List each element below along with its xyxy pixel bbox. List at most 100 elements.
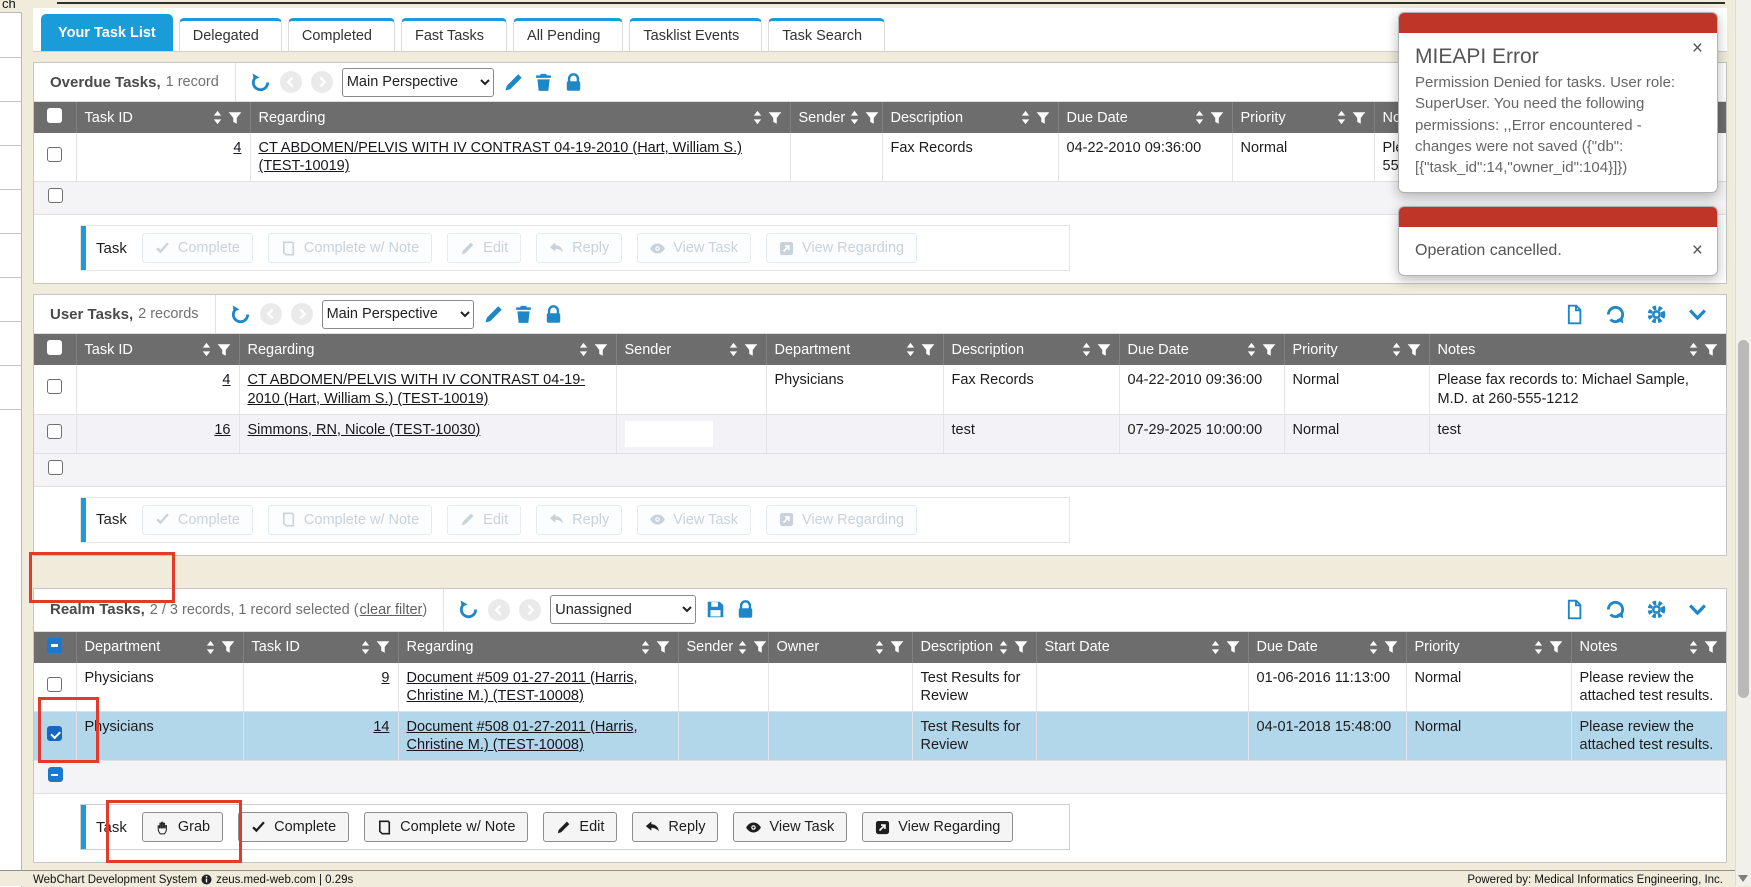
sort-icon[interactable] — [1688, 342, 1699, 357]
delete-perspective-icon[interactable] — [533, 72, 554, 93]
vertical-scrollbar[interactable] — [1735, 0, 1751, 886]
select-all-checkbox[interactable] — [47, 108, 63, 123]
sender-inline-input[interactable] — [624, 420, 713, 447]
column-header-regarding[interactable]: Regarding — [398, 631, 679, 663]
sort-icon[interactable] — [905, 342, 916, 357]
regarding-link[interactable]: Simmons, RN, Nicole (TEST-10030) — [247, 421, 481, 438]
grab-button[interactable]: Grab — [141, 812, 224, 843]
sort-icon[interactable] — [752, 110, 763, 125]
sort-icon[interactable] — [201, 342, 212, 357]
task-id-link[interactable]: 4 — [233, 140, 242, 156]
sort-icon[interactable] — [1391, 342, 1402, 357]
sort-icon[interactable] — [1081, 342, 1092, 357]
prev-page-button[interactable] — [488, 598, 511, 621]
perspective-select[interactable]: Main Perspective — [321, 299, 474, 329]
tab-task-search[interactable]: Task Search — [768, 18, 886, 51]
filter-icon[interactable] — [768, 111, 782, 125]
task-id-link[interactable]: 14 — [373, 719, 390, 735]
sort-icon[interactable] — [360, 640, 371, 655]
tab-delegated[interactable]: Delegated — [178, 18, 282, 51]
reply-button[interactable]: Reply — [632, 812, 719, 843]
sort-icon[interactable] — [874, 640, 885, 655]
sort-icon[interactable] — [849, 110, 860, 125]
filter-icon[interactable] — [1036, 111, 1050, 125]
complete-button[interactable]: Complete — [238, 812, 350, 843]
filter-icon[interactable] — [1704, 343, 1718, 357]
column-header-notes[interactable]: Notes — [1429, 334, 1726, 366]
scrollbar-thumb[interactable] — [1738, 340, 1749, 698]
column-header-priority[interactable]: Priority — [1406, 631, 1572, 663]
column-header-description[interactable]: Description — [943, 334, 1120, 366]
save-icon[interactable] — [705, 599, 726, 620]
tab-completed[interactable]: Completed — [287, 18, 395, 51]
sort-icon[interactable] — [212, 110, 223, 125]
filter-icon[interactable] — [865, 111, 879, 125]
row-checkbox[interactable] — [47, 676, 63, 692]
tab-all-pending[interactable]: All Pending — [513, 18, 624, 51]
sort-icon[interactable] — [205, 640, 216, 655]
delete-perspective-icon[interactable] — [513, 304, 534, 325]
sort-icon[interactable] — [1020, 110, 1031, 125]
edit-perspective-icon[interactable] — [483, 304, 504, 325]
regarding-link[interactable]: Document #509 01-27-2011 (Harris, Christ… — [406, 669, 638, 704]
edit-perspective-icon[interactable] — [503, 72, 524, 93]
reload-icon[interactable] — [1605, 304, 1626, 325]
close-icon[interactable]: × — [1691, 38, 1703, 59]
column-header-sender[interactable]: Sender — [616, 334, 767, 366]
lock-icon[interactable] — [543, 304, 564, 325]
sort-icon[interactable] — [1194, 110, 1205, 125]
column-header-due-date[interactable]: Due Date — [1119, 334, 1285, 366]
sort-icon[interactable] — [1336, 110, 1347, 125]
sort-icon[interactable] — [578, 342, 589, 357]
view-regarding-button[interactable]: View Regarding — [862, 812, 1014, 843]
prev-page-button[interactable] — [279, 71, 302, 93]
sort-icon[interactable] — [640, 640, 651, 655]
new-document-icon[interactable] — [1564, 304, 1585, 325]
sort-icon[interactable] — [737, 640, 748, 655]
column-header-sender[interactable]: Sender — [790, 102, 883, 133]
regarding-link[interactable]: Document #508 01-27-2011 (Harris, Christ… — [406, 719, 638, 754]
sort-icon[interactable] — [1533, 640, 1544, 655]
sort-icon[interactable] — [1210, 640, 1221, 655]
row-checkbox[interactable] — [47, 379, 63, 395]
select-all-checkbox[interactable] — [47, 340, 63, 356]
filter-icon[interactable] — [1407, 343, 1421, 357]
select-all-footer-checkbox[interactable] — [47, 188, 63, 204]
filter-icon[interactable] — [744, 343, 758, 357]
filter-icon[interactable] — [753, 640, 767, 654]
gear-icon[interactable] — [1646, 599, 1667, 620]
column-header-regarding[interactable]: Regarding — [239, 334, 617, 366]
task-id-link[interactable]: 4 — [222, 372, 231, 389]
reload-icon[interactable] — [1605, 599, 1626, 620]
filter-icon[interactable] — [1262, 343, 1276, 357]
regarding-link[interactable]: CT ABDOMEN/PELVIS WITH IV CONTRAST 04-19… — [247, 372, 586, 407]
filter-icon[interactable] — [217, 343, 231, 357]
collapse-chevron-icon[interactable] — [1687, 304, 1708, 325]
row-checkbox[interactable] — [47, 423, 63, 439]
filter-icon[interactable] — [594, 343, 608, 357]
column-header-description[interactable]: Description — [882, 102, 1059, 133]
filter-icon[interactable] — [1210, 111, 1224, 125]
column-header-due-date[interactable]: Due Date — [1248, 631, 1407, 663]
tab-your-task-list[interactable]: Your Task List — [41, 14, 173, 51]
filter-icon[interactable] — [890, 640, 904, 654]
filter-icon[interactable] — [228, 111, 242, 125]
filter-icon[interactable] — [921, 343, 935, 357]
task-id-link[interactable]: 9 — [381, 669, 390, 686]
column-header-priority[interactable]: Priority — [1284, 334, 1430, 366]
sort-icon[interactable] — [1246, 342, 1257, 357]
regarding-link[interactable]: CT ABDOMEN/PELVIS WITH IV CONTRAST 04-19… — [258, 140, 742, 175]
clear-filter-link[interactable]: clear filter — [359, 601, 423, 618]
refresh-icon[interactable] — [250, 72, 271, 93]
column-header-owner[interactable]: Owner — [768, 631, 913, 663]
lock-icon[interactable] — [563, 72, 584, 93]
next-page-button[interactable] — [310, 71, 333, 93]
task-id-link[interactable]: 16 — [214, 421, 231, 438]
tab-fast-tasks[interactable]: Fast Tasks — [401, 18, 508, 51]
tab-tasklist-events[interactable]: Tasklist Events — [629, 18, 763, 51]
sort-icon[interactable] — [998, 640, 1009, 655]
filter-icon[interactable] — [1704, 640, 1718, 654]
select-all-checkbox[interactable] — [47, 637, 63, 653]
column-header-department[interactable]: Department — [766, 334, 944, 366]
assignment-select[interactable]: Unassigned — [550, 595, 697, 625]
